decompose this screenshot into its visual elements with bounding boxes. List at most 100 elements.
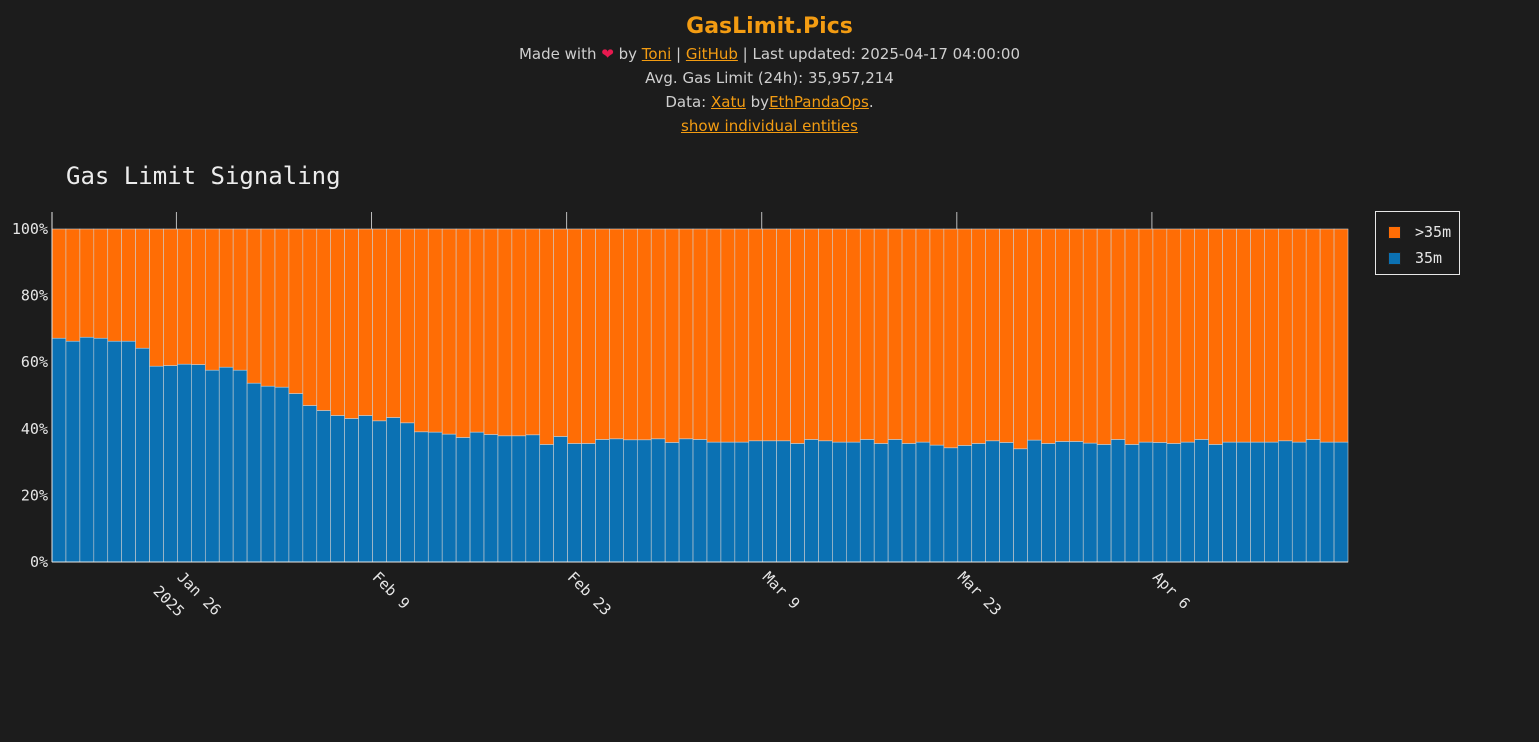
bar-over35m[interactable] <box>650 228 666 440</box>
bar-35m[interactable] <box>79 336 95 563</box>
bar-35m[interactable] <box>706 441 722 563</box>
bar-35m[interactable] <box>846 441 861 563</box>
bar-35m[interactable] <box>218 366 234 563</box>
bar-35m[interactable] <box>149 365 164 563</box>
bar-35m[interactable] <box>1222 441 1237 563</box>
bar-over35m[interactable] <box>873 228 889 444</box>
bar-35m[interactable] <box>790 443 805 563</box>
bar-35m[interactable] <box>121 340 136 563</box>
bar-over35m[interactable] <box>65 228 81 342</box>
bar-35m[interactable] <box>1319 441 1335 563</box>
bar-35m[interactable] <box>957 445 973 563</box>
bar-35m[interactable] <box>692 439 708 563</box>
bar-over35m[interactable] <box>260 228 276 387</box>
bar-over35m[interactable] <box>358 228 373 416</box>
bar-over35m[interactable] <box>51 228 67 339</box>
bar-over35m[interactable] <box>79 228 95 338</box>
bar-35m[interactable] <box>1264 441 1279 563</box>
bar-35m[interactable] <box>748 440 764 563</box>
bar-35m[interactable] <box>497 435 513 563</box>
bar-35m[interactable] <box>1082 442 1098 563</box>
bar-over35m[interactable] <box>135 228 150 349</box>
bar-over35m[interactable] <box>1222 228 1237 443</box>
bar-over35m[interactable] <box>846 228 861 443</box>
bar-35m[interactable] <box>776 440 791 563</box>
bar-over35m[interactable] <box>386 228 401 418</box>
bar-35m[interactable] <box>400 422 415 563</box>
bar-over35m[interactable] <box>121 228 136 342</box>
bar-35m[interactable] <box>1278 440 1293 563</box>
bar-35m[interactable] <box>1096 444 1112 563</box>
bar-over35m[interactable] <box>274 228 290 388</box>
bar-over35m[interactable] <box>1166 228 1182 444</box>
bar-over35m[interactable] <box>441 228 457 435</box>
ethpandaops-link[interactable]: EthPandaOps <box>769 93 869 111</box>
bar-over35m[interactable] <box>943 228 959 449</box>
bar-35m[interactable] <box>623 439 638 563</box>
bar-over35m[interactable] <box>957 228 973 446</box>
legend-item-35m[interactable]: 35m <box>1388 248 1442 268</box>
xatu-link[interactable]: Xatu <box>711 93 746 111</box>
bar-35m[interactable] <box>511 435 527 563</box>
bar-35m[interactable] <box>1166 443 1182 563</box>
bar-over35m[interactable] <box>734 228 750 443</box>
bar-over35m[interactable] <box>915 228 931 443</box>
bar-35m[interactable] <box>441 433 457 563</box>
bar-over35m[interactable] <box>1041 228 1056 444</box>
bar-35m[interactable] <box>1152 442 1168 563</box>
bar-35m[interactable] <box>581 443 596 563</box>
bar-over35m[interactable] <box>1291 228 1307 443</box>
bar-over35m[interactable] <box>567 228 582 444</box>
bar-over35m[interactable] <box>1068 228 1084 442</box>
bar-35m[interactable] <box>539 444 554 563</box>
bar-35m[interactable] <box>177 363 192 563</box>
bar-over35m[interactable] <box>455 228 471 438</box>
bar-over35m[interactable] <box>1333 228 1349 443</box>
bar-35m[interactable] <box>1055 441 1070 563</box>
bar-35m[interactable] <box>163 365 178 563</box>
bar-35m[interactable] <box>943 447 959 563</box>
bar-35m[interactable] <box>1250 441 1265 563</box>
bar-over35m[interactable] <box>1055 228 1070 442</box>
bar-over35m[interactable] <box>581 228 596 444</box>
bar-35m[interactable] <box>873 443 889 563</box>
legend-item-over35m[interactable]: >35m <box>1388 222 1451 242</box>
bar-35m[interactable] <box>65 340 81 563</box>
bar-over35m[interactable] <box>330 228 345 416</box>
bar-over35m[interactable] <box>93 228 109 339</box>
bar-35m[interactable] <box>93 337 109 563</box>
bar-over35m[interactable] <box>595 228 610 440</box>
bar-over35m[interactable] <box>427 228 443 433</box>
bar-35m[interactable] <box>985 440 1000 563</box>
bar-over35m[interactable] <box>483 228 499 435</box>
bar-35m[interactable] <box>887 439 903 563</box>
bar-over35m[interactable] <box>929 228 945 446</box>
bar-over35m[interactable] <box>1319 228 1335 443</box>
bar-35m[interactable] <box>469 431 485 563</box>
bar-35m[interactable] <box>455 437 471 563</box>
bar-over35m[interactable] <box>748 228 764 442</box>
bar-over35m[interactable] <box>204 228 220 371</box>
bar-over35m[interactable] <box>1264 228 1279 443</box>
bar-35m[interactable] <box>372 420 387 563</box>
bar-35m[interactable] <box>1138 441 1154 563</box>
bar-over35m[interactable] <box>400 228 415 424</box>
bar-over35m[interactable] <box>706 228 722 443</box>
bar-35m[interactable] <box>971 443 986 563</box>
bar-35m[interactable] <box>1068 441 1084 563</box>
bar-35m[interactable] <box>1027 439 1042 563</box>
bar-over35m[interactable] <box>107 228 122 342</box>
bar-over35m[interactable] <box>302 228 318 406</box>
bar-35m[interactable] <box>609 438 624 563</box>
bar-35m[interactable] <box>859 439 875 563</box>
bar-over35m[interactable] <box>1278 228 1293 442</box>
bar-35m[interactable] <box>316 410 332 563</box>
bar-35m[interactable] <box>720 441 736 563</box>
bar-over35m[interactable] <box>218 228 234 368</box>
bar-over35m[interactable] <box>1194 228 1209 440</box>
author-link[interactable]: Toni <box>641 45 672 63</box>
bar-35m[interactable] <box>107 340 122 563</box>
bar-over35m[interactable] <box>804 228 819 440</box>
bar-over35m[interactable] <box>762 228 777 442</box>
bar-35m[interactable] <box>1194 439 1209 563</box>
